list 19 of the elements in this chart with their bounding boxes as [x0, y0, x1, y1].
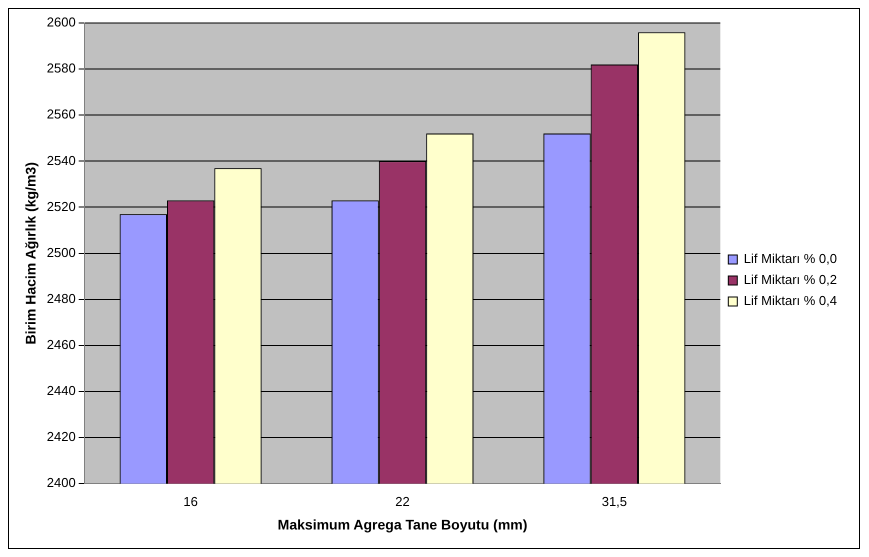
y-tick-label: 2400 [46, 475, 76, 490]
x-tick-label: 22 [395, 494, 410, 509]
y-tick-label: 2600 [46, 14, 76, 30]
x-tick-label: 16 [183, 494, 198, 509]
y-tick-label: 2420 [46, 429, 76, 444]
y-tick-label: 2460 [46, 337, 76, 352]
y-tick-label: 2520 [46, 198, 76, 214]
y-tick-label: 2560 [46, 106, 76, 122]
y-tick-label: 2540 [46, 152, 76, 168]
y-axis-title: Birim Hacim Ağırlık (kg/m3) [22, 162, 38, 344]
legend-label: Lif Miktarı % 0,2 [744, 272, 838, 288]
x-tick-label: 31,5 [602, 494, 628, 509]
legend-label: Lif Miktarı % 0,4 [744, 293, 838, 308]
y-tick-label: 2440 [46, 383, 76, 398]
x-axis-title: Maksimum Agrega Tane Boyutu (mm) [278, 516, 528, 532]
legend-label: Lif Miktarı % 0,0 [744, 251, 838, 266]
y-tick-label: 2580 [46, 60, 76, 76]
y-tick-label: 2500 [46, 244, 76, 260]
y-tick-label: 2480 [46, 290, 76, 306]
